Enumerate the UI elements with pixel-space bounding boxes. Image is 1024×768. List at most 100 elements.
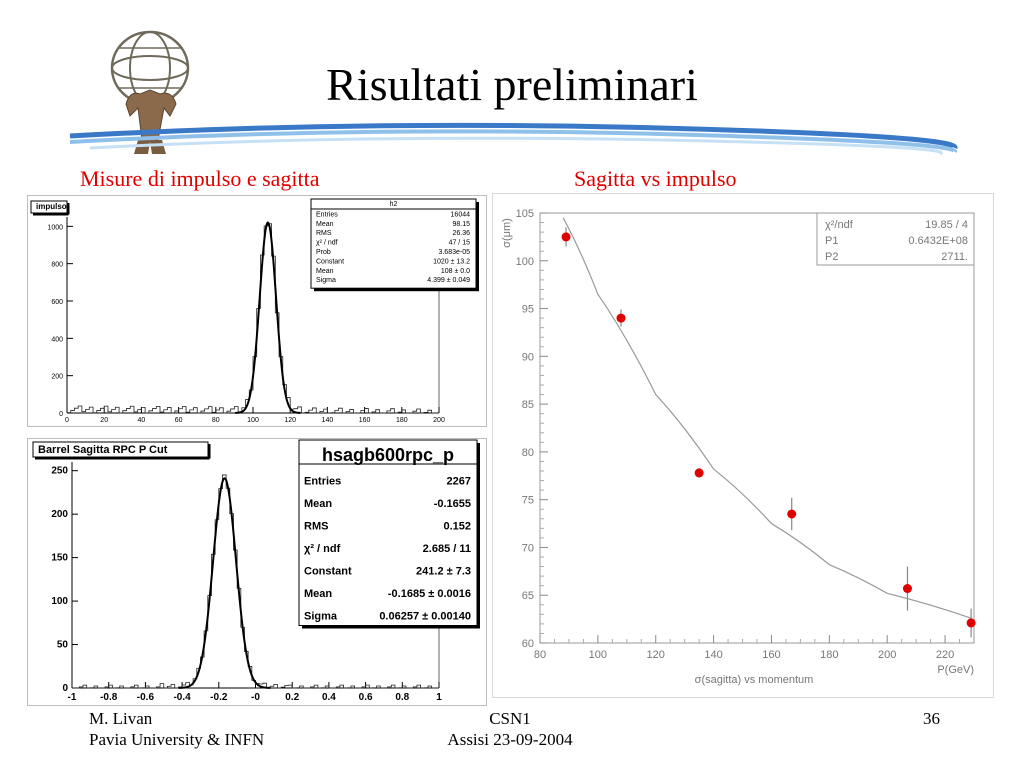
x-tick-label: 100 — [589, 649, 607, 661]
stats-value: 98.15 — [452, 221, 470, 228]
y-tick-label: 250 — [51, 466, 68, 477]
stats-label: χ² / ndf — [304, 543, 341, 555]
stats-label: P2 — [825, 251, 838, 263]
x-tick-label: 160 — [762, 649, 780, 661]
x-tick-label: 80 — [212, 417, 220, 424]
x-tick-label: 0.2 — [285, 692, 299, 703]
stats-label: χ²/ndf — [825, 219, 854, 231]
x-tick-label: 220 — [936, 649, 954, 661]
stats-label: Mean — [316, 221, 334, 228]
stats-value: 0.152 — [443, 521, 471, 533]
x-tick-label: 0.4 — [322, 692, 336, 703]
stats-label: χ² / ndf — [316, 240, 338, 247]
stats-box — [816, 212, 975, 266]
y-tick-label: 100 — [51, 596, 68, 607]
stats-value: 3.683e-05 — [438, 249, 470, 256]
stats-value: 241.2 ± 7.3 — [416, 566, 471, 578]
y-tick-label: 0 — [59, 411, 63, 418]
footer-affiliation: Pavia University & INFN — [89, 730, 265, 749]
stats-label: Sigma — [316, 277, 336, 284]
stats-label: Sigma — [304, 611, 338, 623]
x-tick-label: 160 — [359, 417, 371, 424]
y-tick-label: 70 — [522, 542, 534, 554]
stats-label: RMS — [304, 521, 328, 533]
data-point — [902, 584, 912, 594]
y-tick-label: 200 — [51, 509, 68, 520]
x-tick-label: 0.8 — [395, 692, 409, 703]
stats-title: h2 — [390, 201, 398, 208]
x-tick-label: 60 — [175, 417, 183, 424]
data-point — [561, 232, 571, 242]
stats-value: -0.1655 — [434, 498, 471, 510]
stats-value: 2711. — [941, 251, 968, 263]
histogram-tag-box — [30, 200, 68, 214]
x-tick-label: 40 — [138, 417, 146, 424]
stats-value: 16044 — [451, 211, 471, 218]
stats-value: 2267 — [447, 476, 471, 488]
y-tick-label: 60 — [522, 638, 534, 650]
stats-value: -0.1685 ± 0.0016 — [388, 588, 471, 600]
slide-title: Risultati preliminari — [326, 59, 698, 110]
footer-author: M. Livan — [89, 709, 153, 728]
stats-value: 26.36 — [452, 230, 470, 237]
stats-label: Entries — [304, 476, 341, 488]
x-tick-label: 180 — [820, 649, 838, 661]
stats-label: Prob — [316, 249, 331, 256]
footer-page: 36 — [923, 709, 940, 728]
title-swoosh — [69, 122, 958, 156]
sagitta-vs-momentum-chart: 60 65 70 75 80 85 90 95 100 105 80 100 120 140 160 180 2… — [492, 193, 994, 698]
x-tick-label: -0.2 — [210, 692, 228, 703]
fit-curve — [235, 221, 301, 414]
stats-value: 19.85 / 4 — [925, 219, 968, 231]
y-tick-label: 90 — [522, 351, 534, 363]
y-tick-label: 800 — [51, 262, 63, 269]
data-point — [616, 313, 626, 323]
x-tick-label: -1 — [68, 692, 77, 703]
stats-label: Mean — [304, 588, 332, 600]
x-tick-label: -0.6 — [137, 692, 155, 703]
histogram-tag-box — [32, 441, 209, 458]
y-tick-label: 65 — [522, 590, 534, 602]
chart-title: σ(sagitta) vs momentum — [695, 674, 814, 686]
x-tick-label: -0.4 — [173, 692, 191, 703]
x-tick-label: 0 — [65, 417, 69, 424]
y-tick-label: 150 — [51, 553, 68, 564]
data-point — [787, 509, 797, 519]
x-axis-label: P(GeV) — [937, 664, 974, 676]
x-tick-label: -0.8 — [100, 692, 118, 703]
impulso-histogram: 0 200 400 600 800 1000 0 20 40 60 80 100 120 140 160 18… — [27, 195, 487, 427]
plot-frame — [492, 193, 994, 698]
stats-value: 0.06257 ± 0.00140 — [379, 611, 471, 623]
fit-curve — [178, 477, 271, 689]
y-tick-label: 50 — [57, 640, 69, 651]
x-tick-label: 120 — [284, 417, 296, 424]
footer-place-date: Assisi 23-09-2004 — [447, 730, 573, 749]
x-tick-label: 200 — [433, 417, 445, 424]
footer-event: CSN1 — [489, 709, 531, 728]
data-point — [694, 468, 704, 478]
x-tick-label: 140 — [322, 417, 334, 424]
y-tick-label: 1000 — [47, 224, 63, 231]
stats-label: Constant — [304, 566, 352, 578]
y-tick-label: 95 — [522, 304, 534, 316]
data-point — [966, 618, 976, 628]
x-tick-label: 100 — [247, 417, 259, 424]
x-tick-label: 200 — [878, 649, 896, 661]
y-tick-label: 0 — [62, 683, 68, 694]
y-axis-label: σ(μm) — [501, 218, 513, 248]
x-tick-label: -0 — [251, 692, 260, 703]
stats-label: Mean — [304, 498, 332, 510]
stats-box — [298, 439, 478, 626]
y-tick-label: 75 — [522, 495, 534, 507]
stats-label: Constant — [316, 258, 344, 265]
stats-value: 108 ± 0.0 — [441, 268, 470, 275]
stats-value: 1020 ± 13.2 — [433, 258, 470, 265]
y-tick-label: 85 — [522, 399, 534, 411]
x-tick-label: 1 — [436, 692, 442, 703]
stats-label: P1 — [825, 235, 838, 247]
histogram-tag: impulso — [36, 202, 67, 211]
x-tick-label: 180 — [396, 417, 408, 424]
stats-value: 0.6432E+08 — [908, 235, 968, 247]
x-tick-label: 80 — [534, 649, 546, 661]
stats-value: 2.685 / 11 — [423, 543, 471, 555]
